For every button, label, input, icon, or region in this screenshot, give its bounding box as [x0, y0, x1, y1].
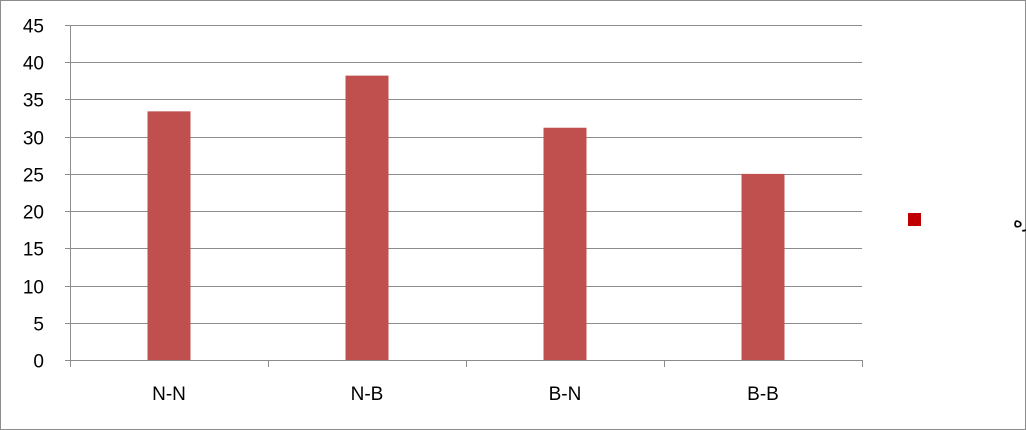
- y-tick-label-40: 40: [23, 54, 44, 75]
- y-tick-label-10: 10: [23, 278, 44, 299]
- legend-marker: [908, 213, 921, 226]
- y-tick-label-20: 20: [23, 203, 44, 224]
- bar-n-n: [147, 111, 191, 360]
- y-tick-label-45: 45: [23, 17, 44, 38]
- bars: [147, 75, 785, 360]
- x-category-labels: N-N N-B B-N B-B: [152, 384, 779, 405]
- axes: [65, 25, 863, 367]
- y-tick-label-0: 0: [33, 352, 44, 373]
- gridlines: [70, 25, 862, 324]
- y-tick-label-25: 25: [23, 166, 44, 187]
- x-category-label-b-b: B-B: [747, 384, 779, 405]
- x-category-label-n-n: N-N: [152, 384, 186, 405]
- bar-b-n: [543, 127, 587, 360]
- y-tick-label-30: 30: [23, 129, 44, 150]
- x-category-label-b-n: B-N: [549, 384, 582, 405]
- x-category-label-n-b: N-B: [351, 384, 384, 405]
- y-tick-label-15: 15: [23, 240, 44, 261]
- y-tick-label-5: 5: [33, 315, 44, 336]
- y-tick-labels: 0 5 10 15 20 25 30 35 40 45: [23, 17, 44, 373]
- bar-b-b: [741, 173, 785, 360]
- legend: 28 روزه: [908, 211, 1026, 232]
- legend-label: 28 روزه: [1013, 211, 1026, 232]
- bar-n-b: [345, 75, 389, 360]
- y-tick-label-35: 35: [23, 91, 44, 112]
